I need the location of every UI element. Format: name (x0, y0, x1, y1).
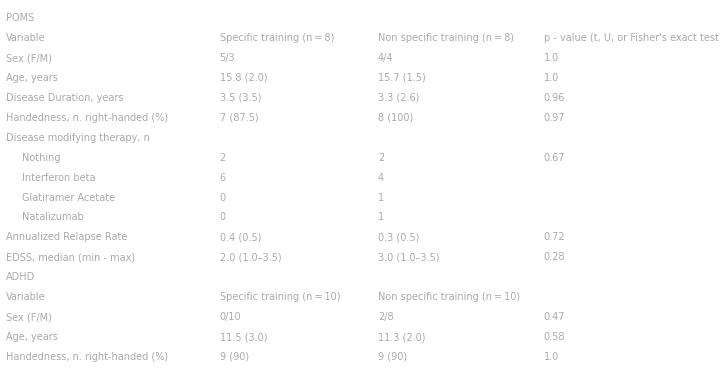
Text: EDSS, median (min - max): EDSS, median (min - max) (6, 252, 135, 262)
Text: Variable: Variable (6, 33, 45, 43)
Text: Glatiramer Acetate: Glatiramer Acetate (22, 193, 114, 203)
Text: 0: 0 (220, 193, 226, 203)
Text: Non specific training (n = 8): Non specific training (n = 8) (378, 33, 514, 43)
Text: Natalizumab: Natalizumab (22, 212, 84, 223)
Text: Annualized Relapse Rate: Annualized Relapse Rate (6, 232, 127, 243)
Text: 0.58: 0.58 (544, 332, 565, 342)
Text: 1.0: 1.0 (544, 73, 559, 83)
Text: Handedness, n. right-handed (%): Handedness, n. right-handed (%) (6, 352, 168, 362)
Text: 1: 1 (378, 193, 384, 203)
Text: 2.0 (1.0–3.5): 2.0 (1.0–3.5) (220, 252, 282, 262)
Text: 0.47: 0.47 (544, 312, 565, 322)
Text: Specific training (n = 8): Specific training (n = 8) (220, 33, 334, 43)
Text: Nothing: Nothing (22, 153, 60, 163)
Text: 4/4: 4/4 (378, 53, 394, 63)
Text: Disease Duration, years: Disease Duration, years (6, 93, 123, 103)
Text: POMS: POMS (6, 13, 34, 23)
Text: Specific training (n = 10): Specific training (n = 10) (220, 292, 340, 302)
Text: Handedness, n. right-handed (%): Handedness, n. right-handed (%) (6, 113, 168, 123)
Text: 6: 6 (220, 173, 226, 183)
Text: 15.8 (2.0): 15.8 (2.0) (220, 73, 267, 83)
Text: 0/10: 0/10 (220, 312, 241, 322)
Text: 0.67: 0.67 (544, 153, 565, 163)
Text: 0: 0 (220, 212, 226, 223)
Text: 0.72: 0.72 (544, 232, 565, 243)
Text: 9 (90): 9 (90) (220, 352, 248, 362)
Text: 3.3 (2.6): 3.3 (2.6) (378, 93, 419, 103)
Text: 0.4 (0.5): 0.4 (0.5) (220, 232, 261, 243)
Text: 0.97: 0.97 (544, 113, 565, 123)
Text: 3.5 (3.5): 3.5 (3.5) (220, 93, 261, 103)
Text: 1: 1 (378, 212, 384, 223)
Text: 7 (87.5): 7 (87.5) (220, 113, 258, 123)
Text: Sex (F/M): Sex (F/M) (6, 312, 52, 322)
Text: 11.5 (3.0): 11.5 (3.0) (220, 332, 267, 342)
Text: Variable: Variable (6, 292, 45, 302)
Text: Age, years: Age, years (6, 332, 58, 342)
Text: ADHD: ADHD (6, 272, 35, 282)
Text: 11.3 (2.0): 11.3 (2.0) (378, 332, 426, 342)
Text: 15.7 (1.5): 15.7 (1.5) (378, 73, 426, 83)
Text: 2/8: 2/8 (378, 312, 394, 322)
Text: Non specific training (n = 10): Non specific training (n = 10) (378, 292, 520, 302)
Text: Disease modifying therapy, n: Disease modifying therapy, n (6, 133, 150, 143)
Text: 3.0 (1.0–3.5): 3.0 (1.0–3.5) (378, 252, 439, 262)
Text: 2: 2 (220, 153, 226, 163)
Text: 8 (100): 8 (100) (378, 113, 413, 123)
Text: 4: 4 (378, 173, 384, 183)
Text: 2: 2 (378, 153, 384, 163)
Text: 0.28: 0.28 (544, 252, 565, 262)
Text: 5/3: 5/3 (220, 53, 235, 63)
Text: Interferon beta: Interferon beta (22, 173, 95, 183)
Text: 9 (90): 9 (90) (378, 352, 407, 362)
Text: 0.96: 0.96 (544, 93, 565, 103)
Text: Age, years: Age, years (6, 73, 58, 83)
Text: 1.0: 1.0 (544, 352, 559, 362)
Text: 0.3 (0.5): 0.3 (0.5) (378, 232, 419, 243)
Text: Sex (F/M): Sex (F/M) (6, 53, 52, 63)
Text: p - value (t, U, or Fisher's exact test): p - value (t, U, or Fisher's exact test) (544, 33, 720, 43)
Text: 1.0: 1.0 (544, 53, 559, 63)
